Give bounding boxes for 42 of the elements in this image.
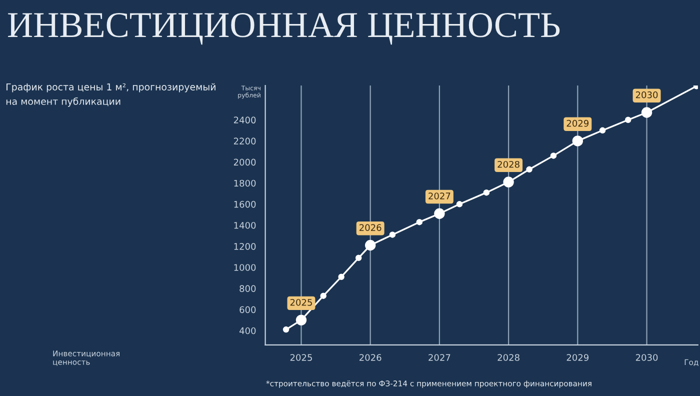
y-tick-label: 2400 bbox=[234, 116, 256, 124]
x-tick-label: 2027 bbox=[428, 354, 450, 361]
point bbox=[296, 314, 307, 326]
point bbox=[389, 232, 396, 238]
point bbox=[320, 292, 326, 299]
annotation: 2030 bbox=[636, 91, 658, 98]
point bbox=[599, 127, 606, 134]
x-tick-label: 2025 bbox=[290, 354, 312, 361]
point bbox=[416, 218, 423, 226]
y-tick-label: 400 bbox=[239, 327, 256, 334]
point bbox=[526, 166, 532, 173]
y-tick-label: 1200 bbox=[234, 243, 256, 250]
x-tick-label: 2028 bbox=[498, 354, 520, 361]
point bbox=[456, 201, 463, 208]
point bbox=[355, 254, 362, 262]
point bbox=[434, 208, 445, 219]
x-tick-label: 2029 bbox=[566, 354, 589, 361]
annotation: 2025 bbox=[290, 298, 312, 306]
y-tick-label: 2200 bbox=[234, 138, 256, 145]
y-tick-label: 2000 bbox=[234, 158, 256, 166]
point bbox=[338, 274, 344, 280]
point bbox=[282, 326, 290, 333]
text: График роста цены 1 м², прогнозируемый на момент публикации bbox=[6, 83, 216, 107]
point bbox=[364, 240, 376, 251]
x-tick-label: 2030 bbox=[636, 354, 658, 361]
chart-title: ИНВЕСТИЦИОННАЯ ЦЕННОСТЬ bbox=[8, 13, 560, 45]
y-tick-label: 600 bbox=[240, 306, 256, 314]
y-tick-label: 1600 bbox=[234, 200, 256, 208]
annotation: 2026 bbox=[360, 224, 382, 232]
y-tick-label: 1000 bbox=[234, 264, 256, 271]
y-tick-label: 1800 bbox=[234, 180, 256, 187]
y-tick-label: 800 bbox=[240, 285, 256, 292]
point bbox=[624, 116, 632, 124]
annotation: 2029 bbox=[566, 120, 589, 127]
point bbox=[550, 152, 557, 159]
annotation: 2028 bbox=[498, 160, 520, 168]
point bbox=[641, 107, 652, 118]
point bbox=[572, 136, 584, 146]
y-tick-label: 1400 bbox=[234, 222, 256, 229]
point bbox=[483, 189, 490, 196]
annotation: 2027 bbox=[428, 192, 450, 200]
x-tick-label: 2026 bbox=[360, 354, 382, 361]
